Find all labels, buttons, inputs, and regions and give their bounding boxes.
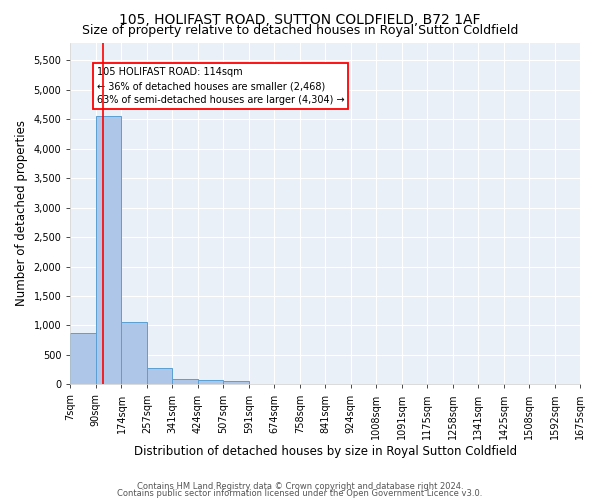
Text: 105, HOLIFAST ROAD, SUTTON COLDFIELD, B72 1AF: 105, HOLIFAST ROAD, SUTTON COLDFIELD, B7…: [119, 12, 481, 26]
Bar: [172, 379, 198, 384]
Bar: [96, 116, 121, 384]
Bar: [198, 380, 223, 384]
Bar: [223, 382, 249, 384]
Text: 105 HOLIFAST ROAD: 114sqm
← 36% of detached houses are smaller (2,468)
63% of se: 105 HOLIFAST ROAD: 114sqm ← 36% of detac…: [97, 68, 344, 106]
Bar: [121, 322, 147, 384]
Bar: [70, 332, 96, 384]
Text: Contains public sector information licensed under the Open Government Licence v3: Contains public sector information licen…: [118, 489, 482, 498]
Text: Contains HM Land Registry data © Crown copyright and database right 2024.: Contains HM Land Registry data © Crown c…: [137, 482, 463, 491]
Bar: [147, 368, 172, 384]
Text: Size of property relative to detached houses in Royal Sutton Coldfield: Size of property relative to detached ho…: [82, 24, 518, 37]
Y-axis label: Number of detached properties: Number of detached properties: [15, 120, 28, 306]
X-axis label: Distribution of detached houses by size in Royal Sutton Coldfield: Distribution of detached houses by size …: [134, 444, 517, 458]
